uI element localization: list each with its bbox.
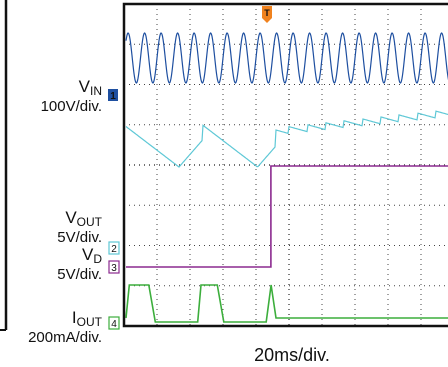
vd-label: VD [82,245,102,266]
vin-label-main: V [79,77,91,96]
vin-label-sub: IN [90,84,102,98]
trace-vin [125,32,448,84]
vd-label-main: V [82,245,94,264]
iout-scale: 200mA/div. [28,329,102,346]
trace-vout [125,110,448,168]
iout-label-main: I [72,308,77,327]
channel-3-number: 3 [111,263,117,274]
trace-iout [125,284,448,323]
iout-label: IOUT [72,308,103,329]
time-scale-label: 20ms/div. [254,345,330,365]
vd-scale: 5V/div. [57,266,102,283]
graticule [124,4,448,326]
trace-vd [126,165,448,268]
trace-layer [125,32,448,323]
vout-label-sub: OUT [77,215,103,229]
vin-label: VIN [79,77,102,98]
trigger-marker-label: T [264,8,270,18]
channel-2-number: 2 [111,244,117,255]
vout-scale: 5V/div. [57,229,102,246]
scope-frame [122,2,448,328]
vd-label-sub: D [93,252,102,266]
channel-1-marker: 1 [108,89,118,102]
vout-label: VOUT [65,208,102,229]
channel-2-marker: 2 [108,241,120,255]
trigger-marker: T [262,6,272,23]
channel-4-marker: 4 [108,316,120,330]
channel-4-number: 4 [111,319,117,330]
channel-3-marker: 3 [108,260,120,274]
iout-label-sub: OUT [77,315,103,329]
channel-1-number: 1 [110,91,116,102]
vout-label-main: V [65,208,77,227]
vin-scale: 100V/div. [41,98,102,115]
